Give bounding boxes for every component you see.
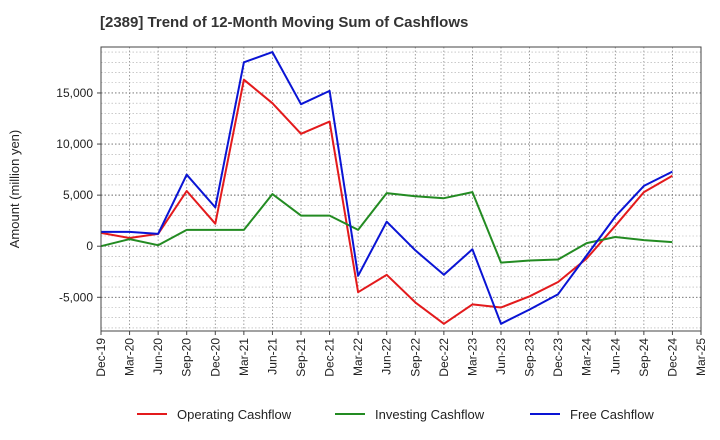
- x-tick-label: Dec-20: [208, 338, 222, 377]
- x-tick-label: Sep-22: [408, 338, 422, 377]
- x-tick-label: Sep-23: [523, 338, 537, 377]
- x-tick-label: Sep-21: [294, 338, 308, 377]
- operating-cashflow-legend-label: Operating Cashflow: [177, 407, 292, 422]
- y-tick-label: 15,000: [56, 86, 93, 100]
- free-cashflow-legend-label: Free Cashflow: [570, 407, 654, 422]
- x-tick-label: Mar-24: [580, 338, 594, 376]
- x-tick-label: Sep-20: [180, 338, 194, 377]
- x-tick-label: Mar-21: [237, 338, 251, 376]
- x-tick-label: Sep-24: [637, 338, 651, 377]
- operating-cashflow-line: [100, 78, 673, 325]
- y-tick-label: 10,000: [56, 137, 93, 151]
- investing-cashflow-legend-label: Investing Cashflow: [375, 407, 485, 422]
- x-tick-label: Mar-22: [351, 338, 365, 376]
- y-axis-ticks: -5,000 0 5,000 10,000 15,000: [56, 86, 101, 304]
- x-tick-label: Jun-24: [608, 338, 622, 375]
- x-tick-label: Mar-25: [694, 338, 708, 376]
- x-tick-label: Dec-21: [323, 338, 337, 377]
- x-tick-label: Dec-22: [437, 338, 451, 377]
- free-cashflow-line: [101, 51, 673, 325]
- y-axis-label: Amount (million yen): [7, 130, 22, 249]
- x-tick-label: Jun-22: [380, 338, 394, 375]
- x-tick-label: Dec-19: [94, 338, 108, 377]
- x-tick-label: Jun-21: [265, 338, 279, 375]
- x-tick-label: Jun-20: [151, 338, 165, 375]
- x-tick-label: Dec-24: [665, 338, 679, 377]
- x-tick-label: Mar-23: [465, 338, 479, 376]
- x-tick-label: Mar-20: [123, 338, 137, 376]
- legend: Operating Cashflow Investing Cashflow Free…: [137, 407, 654, 422]
- plot-frame: [100, 46, 702, 332]
- y-tick-label: -5,000: [59, 290, 93, 304]
- x-axis-ticks: Dec-19 Mar-20 Jun-20 Sep-20 Dec-20 Mar-21 Jun-…: [94, 331, 708, 377]
- y-tick-label: 0: [86, 239, 93, 253]
- chart-title: [2389] Trend of 12-Month Moving Sum of C…: [100, 14, 469, 31]
- investing-cashflow-line: [100, 191, 673, 264]
- x-tick-label: Jun-23: [494, 338, 508, 375]
- x-tick-label: Dec-23: [551, 338, 565, 377]
- y-tick-label: 5,000: [63, 188, 93, 202]
- series-lines: [100, 51, 673, 325]
